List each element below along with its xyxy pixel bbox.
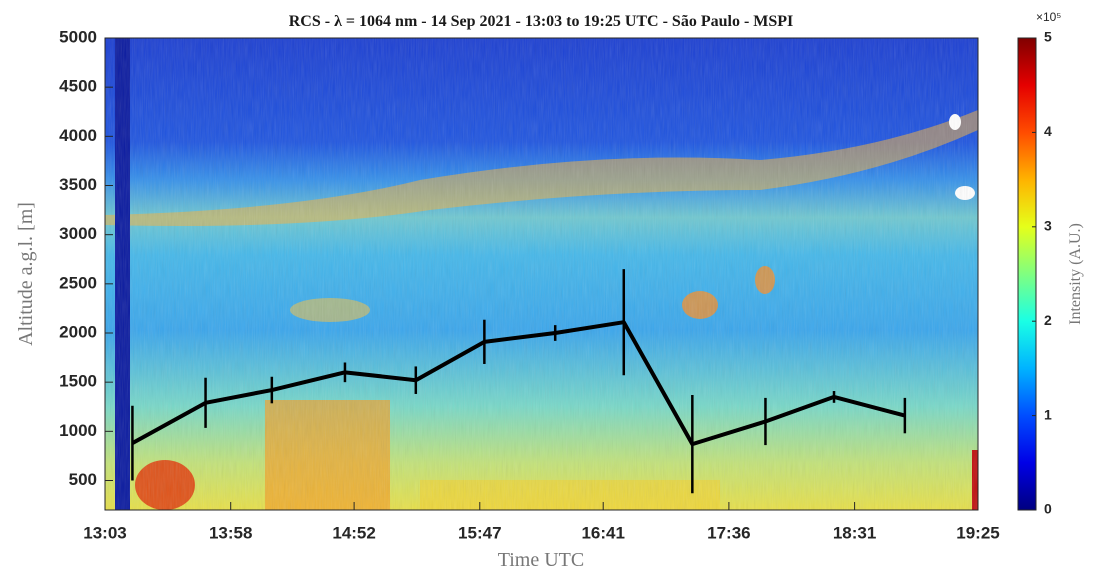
y-tick-label: 3500 xyxy=(59,175,97,194)
y-tick-label: 4500 xyxy=(59,77,97,96)
x-tick-label: 14:52 xyxy=(332,523,375,542)
y-tick-label: 3000 xyxy=(59,224,97,243)
colorbar xyxy=(1017,37,1037,511)
x-tick-label: 17:36 xyxy=(707,523,750,542)
y-tick-label: 5000 xyxy=(59,27,97,46)
colorbar-tick-label: 0 xyxy=(1044,501,1052,517)
y-tick-label: 2500 xyxy=(59,273,97,292)
x-tick-label: 16:41 xyxy=(581,523,624,542)
colorbar-tick-label: 3 xyxy=(1044,218,1052,234)
y-tick-label: 500 xyxy=(69,470,97,489)
x-tick-label: 19:25 xyxy=(956,523,999,542)
x-tick-label: 13:58 xyxy=(209,523,252,542)
heatmap xyxy=(105,38,978,510)
line xyxy=(131,320,906,447)
x-tick-label: 18:31 xyxy=(833,523,876,542)
x-tick-label: 15:47 xyxy=(458,523,501,542)
y-tick-label: 1000 xyxy=(59,421,97,440)
colorbar-label: Intensity (A.U.) xyxy=(1067,223,1084,325)
plot-frame xyxy=(104,37,979,511)
y-tick-label: 2000 xyxy=(59,322,97,341)
chart-title: RCS - λ = 1064 nm - 14 Sep 2021 - 13:03 … xyxy=(289,13,794,30)
x-axis-label: Time UTC xyxy=(498,549,585,571)
colorbar-tick-label: 1 xyxy=(1044,406,1052,422)
y-tick-label: 1500 xyxy=(59,372,97,391)
colorbar-tick-label: 4 xyxy=(1044,123,1052,139)
colorbar-exponent: ×10⁵ xyxy=(1036,10,1061,24)
colorbar-tick-label: 2 xyxy=(1044,312,1052,328)
y-tick-label: 4000 xyxy=(59,126,97,145)
y-axis-label: Altitude a.g.l. [m] xyxy=(15,202,37,346)
x-tick-label: 13:03 xyxy=(83,523,126,542)
colorbar-tick-label: 5 xyxy=(1044,29,1052,45)
